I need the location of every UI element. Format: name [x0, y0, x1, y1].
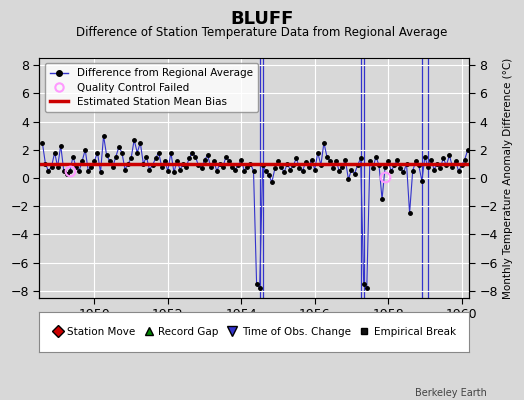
Y-axis label: Monthly Temperature Anomaly Difference (°C): Monthly Temperature Anomaly Difference (… — [504, 57, 514, 299]
Text: Berkeley Earth: Berkeley Earth — [416, 388, 487, 398]
Text: Difference of Station Temperature Data from Regional Average: Difference of Station Temperature Data f… — [77, 26, 447, 39]
Legend: Difference from Regional Average, Quality Control Failed, Estimated Station Mean: Difference from Regional Average, Qualit… — [45, 63, 258, 112]
Legend: Station Move, Record Gap, Time of Obs. Change, Empirical Break: Station Move, Record Gap, Time of Obs. C… — [48, 323, 460, 341]
Text: BLUFF: BLUFF — [231, 10, 293, 28]
